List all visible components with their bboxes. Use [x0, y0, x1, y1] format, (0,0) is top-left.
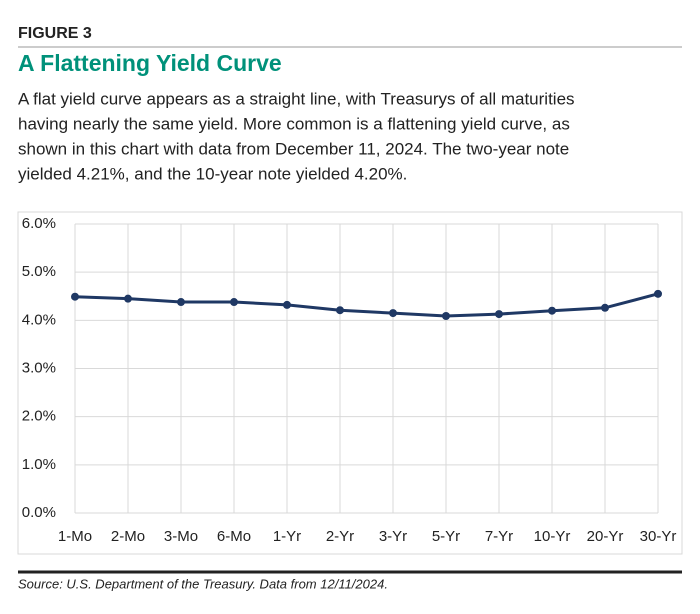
- x-tick-label: 5-Yr: [432, 528, 460, 545]
- point: [442, 311, 450, 320]
- x-tick-label: 30-Yr: [640, 528, 677, 545]
- x-tick-label: 6-Mo: [217, 528, 251, 545]
- source-note: Source: U.S. Department of the Treasury.…: [18, 576, 388, 591]
- x-tick-label: 1-Yr: [273, 528, 301, 545]
- x-tick-label: 2-Mo: [111, 528, 145, 545]
- y-tick-label: 0.0%: [22, 504, 56, 521]
- x-tick-label: 2-Yr: [326, 528, 354, 545]
- x-tick-label: 20-Yr: [587, 528, 624, 545]
- y-tick-label: 6.0%: [22, 215, 56, 232]
- subtitle-line: yielded 4.21%, and the 10-year note yiel…: [18, 164, 407, 183]
- x-tick-label: 3-Yr: [379, 528, 407, 545]
- x-tick-label: 3-Mo: [164, 528, 198, 545]
- point: [548, 306, 556, 315]
- x-tick-label: 10-Yr: [534, 528, 571, 545]
- point: [177, 298, 185, 307]
- x-tick-label: 1-Mo: [58, 528, 92, 545]
- point: [336, 306, 344, 315]
- chart-title: A Flattening Yield Curve: [18, 50, 282, 76]
- figure-label: FIGURE 3: [18, 25, 92, 42]
- subtitle-line: A flat yield curve appears as a straight…: [18, 89, 575, 108]
- point: [601, 303, 609, 312]
- point: [283, 300, 291, 309]
- y-tick-label: 2.0%: [22, 408, 56, 425]
- point: [654, 289, 662, 298]
- y-tick-label: 3.0%: [22, 359, 56, 376]
- line: [74, 292, 659, 318]
- subtitle-line: having nearly the same yield. More commo…: [18, 114, 570, 133]
- point: [124, 294, 132, 303]
- point: [389, 309, 397, 318]
- point: [230, 298, 238, 307]
- point: [495, 310, 503, 319]
- y-tick-label: 5.0%: [22, 263, 56, 280]
- x-tick-label: 7-Yr: [485, 528, 513, 545]
- chart-frame: [17, 211, 683, 555]
- subtitle-line: shown in this chart with data from Decem…: [18, 139, 569, 158]
- point: [71, 292, 79, 301]
- y-tick-label: 1.0%: [22, 456, 56, 473]
- y-tick-label: 4.0%: [22, 311, 56, 328]
